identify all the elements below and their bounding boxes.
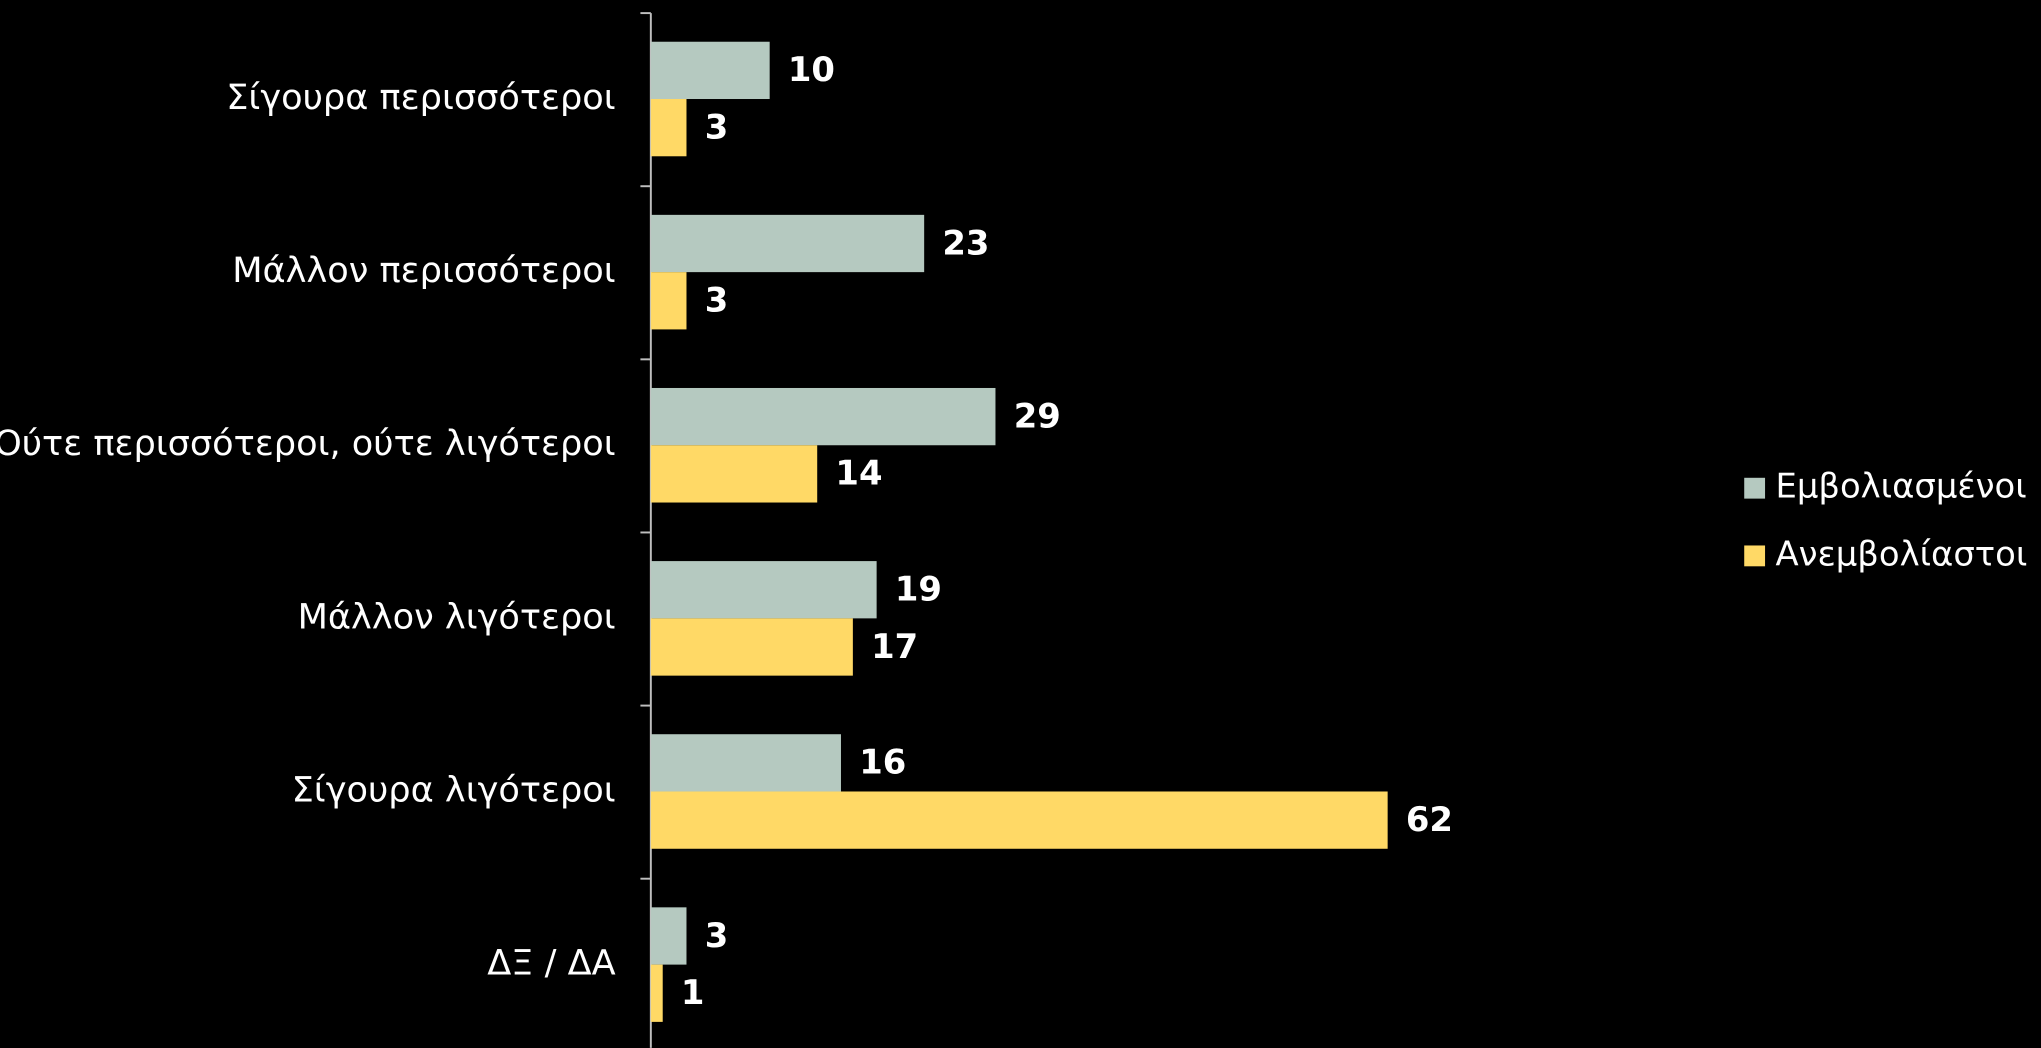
legend-label: Ανεμβολίαστοι (1775, 534, 2027, 573)
bar (650, 214, 925, 273)
category-label: Σίγουρα περισσότεροι (226, 77, 615, 118)
bar (650, 445, 818, 503)
data-label: 3 (705, 107, 729, 146)
data-label: 3 (705, 916, 729, 955)
bar (650, 99, 687, 157)
bar (650, 791, 1388, 849)
data-label: 16 (859, 743, 906, 782)
legend-label: Εμβολιασμένοι (1775, 467, 2026, 506)
bar (650, 734, 841, 792)
data-label: 62 (1406, 800, 1453, 839)
category-label: Μάλλον λιγότεροι (298, 596, 616, 637)
bar (650, 907, 687, 965)
legend-swatch (1744, 545, 1766, 567)
category-label: Σίγουρα λιγότεροι (292, 769, 616, 810)
data-label: 29 (1014, 396, 1061, 435)
bar (650, 41, 770, 100)
data-label: 19 (895, 570, 942, 609)
data-label: 17 (871, 627, 918, 666)
bar (650, 387, 996, 446)
legend-swatch (1744, 477, 1766, 499)
bar (650, 272, 687, 330)
data-label: 1 (681, 973, 705, 1012)
category-label: Μάλλον περισσότεροι (232, 250, 615, 291)
bar (650, 964, 663, 1022)
data-label: 10 (788, 50, 835, 89)
data-label: 23 (942, 223, 989, 262)
data-label: 14 (835, 454, 882, 493)
bar (650, 561, 877, 619)
data-label: 3 (705, 281, 729, 320)
category-label: ΔΞ / ΔΑ (487, 943, 615, 984)
category-label: Ούτε περισσότεροι, ούτε λιγότεροι (0, 423, 616, 464)
bar (650, 618, 853, 676)
